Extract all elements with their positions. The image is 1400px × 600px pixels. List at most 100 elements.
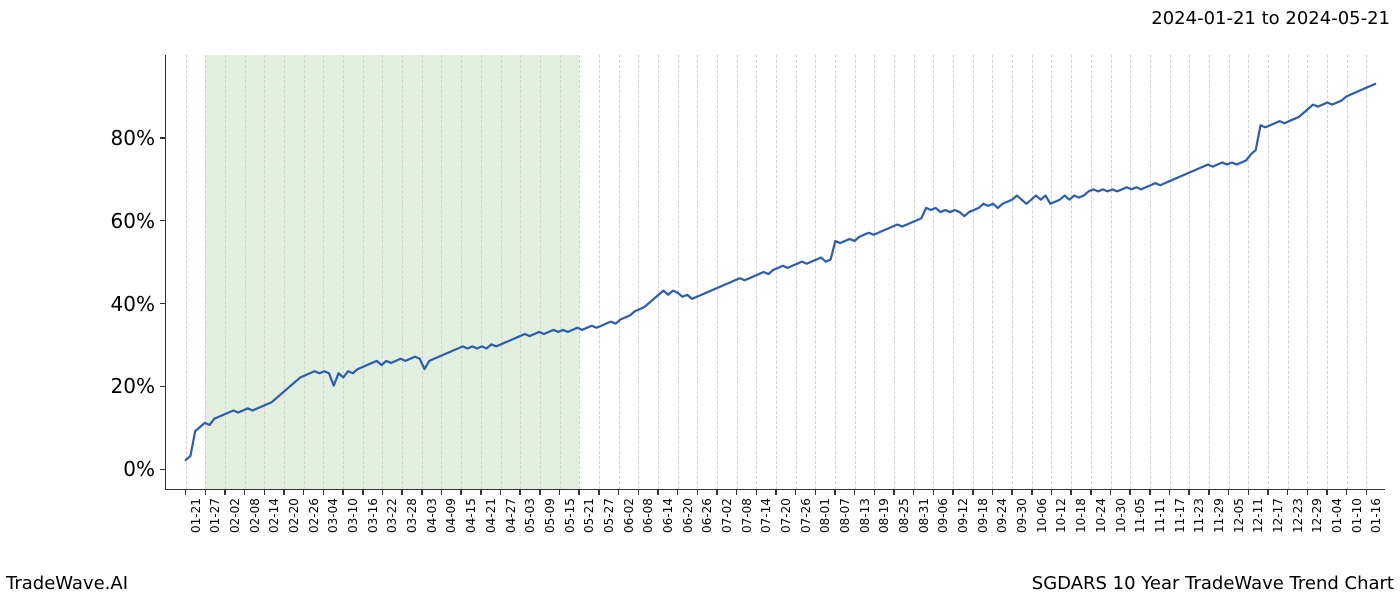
x-tick-label: 07-20 — [779, 498, 793, 533]
x-tick-mark — [1169, 489, 1171, 495]
x-tick-label: 03-04 — [326, 498, 340, 533]
x-tick-label: 01-04 — [1330, 498, 1344, 533]
x-tick-label: 04-03 — [425, 498, 439, 533]
x-tick-label: 11-11 — [1153, 498, 1167, 533]
x-tick-mark — [775, 489, 777, 495]
x-tick-mark — [244, 489, 246, 495]
x-tick-mark — [362, 489, 364, 495]
x-tick-mark — [1307, 489, 1309, 495]
x-tick-mark — [1267, 489, 1269, 495]
x-tick-label: 09-18 — [976, 498, 990, 533]
x-tick-mark — [1070, 489, 1072, 495]
x-tick-mark — [1051, 489, 1053, 495]
x-tick-mark — [1149, 489, 1151, 495]
x-tick-label: 12-23 — [1291, 498, 1305, 533]
line-series-svg — [166, 55, 1385, 489]
x-tick-mark — [460, 489, 462, 495]
x-tick-mark — [992, 489, 994, 495]
x-tick-label: 10-06 — [1035, 498, 1049, 533]
x-tick-label: 09-24 — [995, 498, 1009, 533]
x-tick-label: 06-02 — [622, 498, 636, 533]
x-tick-mark — [913, 489, 915, 495]
x-tick-mark — [598, 489, 600, 495]
x-tick-mark — [323, 489, 325, 495]
x-tick-label: 11-29 — [1212, 498, 1226, 533]
x-tick-label: 01-16 — [1369, 498, 1383, 533]
x-tick-mark — [205, 489, 207, 495]
footer-chart-title: SGDARS 10 Year TradeWave Trend Chart — [1032, 573, 1394, 594]
x-tick-label: 08-13 — [858, 498, 872, 533]
x-tick-mark — [1129, 489, 1131, 495]
x-tick-label: 11-17 — [1173, 498, 1187, 533]
x-tick-label: 05-27 — [602, 498, 616, 533]
x-tick-label: 07-02 — [720, 498, 734, 533]
x-tick-mark — [815, 489, 817, 495]
x-tick-mark — [1366, 489, 1368, 495]
x-tick-mark — [854, 489, 856, 495]
x-tick-label: 08-19 — [877, 498, 891, 533]
x-tick-label: 04-15 — [464, 498, 478, 533]
x-tick-mark — [559, 489, 561, 495]
x-tick-mark — [303, 489, 305, 495]
x-tick-label: 02-20 — [287, 498, 301, 533]
x-tick-label: 11-05 — [1133, 498, 1147, 533]
x-tick-label: 08-07 — [838, 498, 852, 533]
x-tick-label: 08-31 — [917, 498, 931, 533]
x-tick-label: 10-24 — [1094, 498, 1108, 533]
x-tick-mark — [716, 489, 718, 495]
x-tick-mark — [677, 489, 679, 495]
x-tick-mark — [1110, 489, 1112, 495]
x-tick-mark — [401, 489, 403, 495]
x-tick-mark — [1287, 489, 1289, 495]
x-tick-label: 05-03 — [523, 498, 537, 533]
x-tick-label: 03-16 — [366, 498, 380, 533]
x-tick-mark — [342, 489, 344, 495]
x-tick-mark — [638, 489, 640, 495]
x-tick-mark — [224, 489, 226, 495]
x-tick-mark — [618, 489, 620, 495]
x-tick-label: 05-09 — [543, 498, 557, 533]
x-tick-label: 04-21 — [484, 498, 498, 533]
x-tick-mark — [1326, 489, 1328, 495]
x-tick-mark — [1208, 489, 1210, 495]
x-tick-mark — [1188, 489, 1190, 495]
x-tick-mark — [185, 489, 187, 495]
x-tick-label: 04-27 — [504, 498, 518, 533]
x-tick-label: 11-23 — [1192, 498, 1206, 533]
x-tick-label: 10-12 — [1054, 498, 1068, 533]
x-tick-mark — [1011, 489, 1013, 495]
x-tick-mark — [421, 489, 423, 495]
x-tick-label: 12-29 — [1310, 498, 1324, 533]
chart-plot-area — [165, 55, 1385, 490]
x-tick-mark — [500, 489, 502, 495]
x-tick-label: 02-26 — [307, 498, 321, 533]
x-tick-mark — [1090, 489, 1092, 495]
x-tick-mark — [1031, 489, 1033, 495]
x-tick-mark — [539, 489, 541, 495]
x-tick-mark — [933, 489, 935, 495]
x-tick-label: 01-21 — [189, 498, 203, 533]
x-tick-label: 05-15 — [563, 498, 577, 533]
y-tick-label: 20% — [111, 374, 155, 398]
x-tick-mark — [972, 489, 974, 495]
x-tick-mark — [519, 489, 521, 495]
x-tick-label: 12-17 — [1271, 498, 1285, 533]
x-tick-label: 10-18 — [1074, 498, 1088, 533]
x-tick-label: 12-05 — [1232, 498, 1246, 533]
x-tick-label: 05-21 — [582, 498, 596, 533]
x-tick-label: 06-14 — [661, 498, 675, 533]
y-tick-label: 40% — [111, 292, 155, 316]
y-tick-label: 60% — [111, 209, 155, 233]
x-tick-mark — [578, 489, 580, 495]
x-tick-label: 08-01 — [818, 498, 832, 533]
x-tick-label: 06-08 — [641, 498, 655, 533]
x-tick-label: 06-20 — [681, 498, 695, 533]
x-tick-label: 09-06 — [936, 498, 950, 533]
x-tick-mark — [480, 489, 482, 495]
x-tick-label: 03-10 — [346, 498, 360, 533]
x-tick-label: 07-26 — [799, 498, 813, 533]
x-tick-label: 08-25 — [897, 498, 911, 533]
x-tick-label: 03-22 — [385, 498, 399, 533]
y-tick-label: 80% — [111, 126, 155, 150]
x-tick-mark — [1346, 489, 1348, 495]
